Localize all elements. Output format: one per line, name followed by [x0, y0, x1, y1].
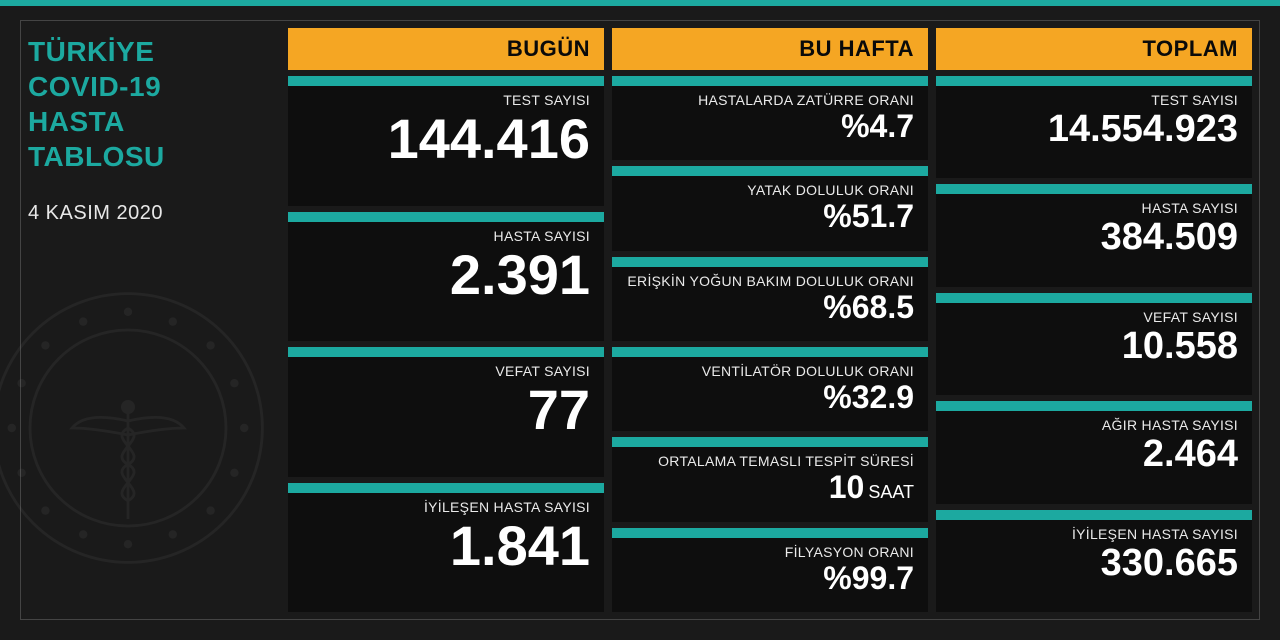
card-total-recovered: İYİLEŞEN HASTA SAYISI 330.665 — [936, 510, 1252, 612]
ministry-emblem-icon — [0, 288, 268, 568]
card-value: 2.464 — [950, 435, 1238, 475]
card-value: 14.554.923 — [950, 110, 1238, 150]
card-label: VENTİLATÖR DOLULUK ORANI — [626, 363, 914, 379]
card-total-cases: HASTA SAYISI 384.509 — [936, 184, 1252, 286]
card-label: FİLYASYON ORANI — [626, 544, 914, 560]
card-value: %4.7 — [626, 110, 914, 144]
card-value: 10.558 — [950, 327, 1238, 367]
card-value: %32.9 — [626, 381, 914, 415]
stats-columns: BUGÜN TEST SAYISI 144.416 HASTA SAYISI 2… — [288, 28, 1252, 612]
card-today-cases: HASTA SAYISI 2.391 — [288, 212, 604, 342]
card-label: İYİLEŞEN HASTA SAYISI — [302, 499, 590, 515]
card-value: 77 — [302, 381, 590, 440]
accent-top-bar — [0, 0, 1280, 6]
card-value: %51.7 — [626, 200, 914, 234]
card-value: 330.665 — [950, 544, 1238, 584]
card-week-contact-trace-time: ORTALAMA TEMASLI TESPİT SÜRESİ 10SAAT — [612, 437, 928, 521]
card-label: YATAK DOLULUK ORANI — [626, 182, 914, 198]
card-value-number: 10 — [829, 469, 865, 505]
card-value: 10SAAT — [626, 471, 914, 505]
title-line: HASTA — [28, 104, 288, 139]
report-date: 4 KASIM 2020 — [28, 202, 288, 225]
column-header-today: BUGÜN — [288, 28, 604, 70]
column-total: TOPLAM TEST SAYISI 14.554.923 HASTA SAYI… — [936, 28, 1252, 612]
title-line: COVID-19 — [28, 69, 288, 104]
card-total-severe: AĞIR HASTA SAYISI 2.464 — [936, 401, 1252, 503]
card-today-deaths: VEFAT SAYISI 77 — [288, 347, 604, 477]
card-label: TEST SAYISI — [950, 92, 1238, 108]
card-today-tests: TEST SAYISI 144.416 — [288, 76, 604, 206]
title-line: TABLOSU — [28, 139, 288, 174]
card-label: ERİŞKİN YOĞUN BAKIM DOLULUK ORANI — [626, 273, 914, 289]
card-label: HASTA SAYISI — [950, 200, 1238, 216]
card-value: 2.391 — [302, 246, 590, 305]
card-today-recovered: İYİLEŞEN HASTA SAYISI 1.841 — [288, 483, 604, 613]
dashboard-title: TÜRKİYE COVID-19 HASTA TABLOSU — [28, 34, 288, 174]
card-label: İYİLEŞEN HASTA SAYISI — [950, 526, 1238, 542]
card-value: 384.509 — [950, 218, 1238, 258]
title-line: TÜRKİYE — [28, 34, 288, 69]
card-week-ventilator-occupancy: VENTİLATÖR DOLULUK ORANI %32.9 — [612, 347, 928, 431]
column-week: BU HAFTA HASTALARDA ZATÜRRE ORANI %4.7 Y… — [612, 28, 928, 612]
card-total-tests: TEST SAYISI 14.554.923 — [936, 76, 1252, 178]
card-value: 1.841 — [302, 517, 590, 576]
card-value: 144.416 — [302, 110, 590, 169]
card-label: AĞIR HASTA SAYISI — [950, 417, 1238, 433]
card-week-bed-occupancy: YATAK DOLULUK ORANI %51.7 — [612, 166, 928, 250]
column-header-total: TOPLAM — [936, 28, 1252, 70]
card-week-icu-occupancy: ERİŞKİN YOĞUN BAKIM DOLULUK ORANI %68.5 — [612, 257, 928, 341]
card-value-unit: SAAT — [868, 482, 914, 502]
card-value: %68.5 — [626, 291, 914, 325]
card-label: HASTALARDA ZATÜRRE ORANI — [626, 92, 914, 108]
card-label: ORTALAMA TEMASLI TESPİT SÜRESİ — [626, 453, 914, 469]
card-week-filiation-rate: FİLYASYON ORANI %99.7 — [612, 528, 928, 612]
card-label: VEFAT SAYISI — [950, 309, 1238, 325]
card-total-deaths: VEFAT SAYISI 10.558 — [936, 293, 1252, 395]
card-label: VEFAT SAYISI — [302, 363, 590, 379]
dashboard-content: TÜRKİYE COVID-19 HASTA TABLOSU 4 KASIM 2… — [28, 28, 1252, 612]
card-label: TEST SAYISI — [302, 92, 590, 108]
column-today: BUGÜN TEST SAYISI 144.416 HASTA SAYISI 2… — [288, 28, 604, 612]
title-panel: TÜRKİYE COVID-19 HASTA TABLOSU 4 KASIM 2… — [28, 28, 288, 612]
card-value: %99.7 — [626, 562, 914, 596]
card-label: HASTA SAYISI — [302, 228, 590, 244]
card-week-pneumonia-rate: HASTALARDA ZATÜRRE ORANI %4.7 — [612, 76, 928, 160]
column-header-week: BU HAFTA — [612, 28, 928, 70]
